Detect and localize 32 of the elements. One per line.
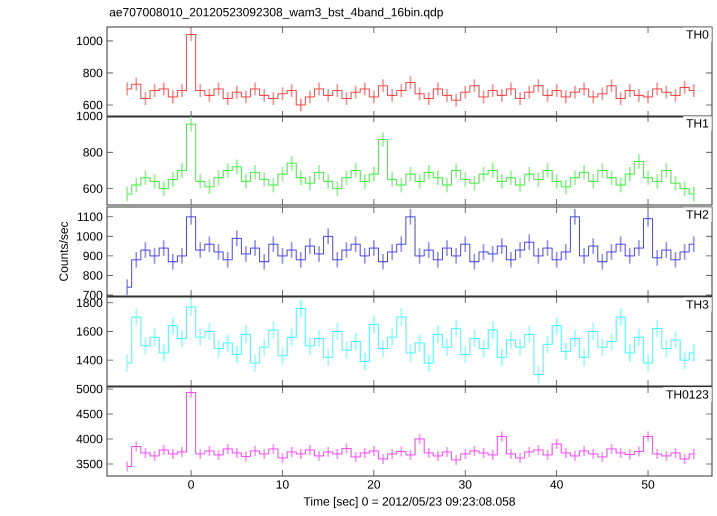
y-tick-label: 700 bbox=[83, 290, 102, 300]
y-tick-label: 5000 bbox=[76, 384, 102, 394]
y-tick-label: 4500 bbox=[76, 410, 102, 418]
x-tick-label: 10 bbox=[276, 480, 289, 489]
y-tick-label: 1000 bbox=[77, 112, 102, 120]
text: TH2 bbox=[686, 210, 708, 219]
x-tick-label: 0 bbox=[188, 480, 194, 489]
y-tick-label: 1000 bbox=[77, 36, 102, 46]
y-tick-label: 1600 bbox=[77, 327, 102, 336]
text: TH0123 bbox=[666, 390, 708, 399]
y-tick-label: 800 bbox=[83, 148, 102, 157]
y-tick-label: 3500 bbox=[76, 460, 102, 468]
x-axis-title: Time [sec] 0 = 2012/05/23 09:23:08.058 bbox=[304, 496, 515, 508]
y-tick-label: 4000 bbox=[76, 434, 102, 444]
y-tick-label: 1000 bbox=[77, 232, 102, 241]
text: TH1 bbox=[686, 119, 708, 128]
x-tick-label: 30 bbox=[459, 480, 472, 489]
y-tick-label: 600 bbox=[83, 100, 102, 110]
y-tick-label: 1400 bbox=[77, 356, 102, 364]
y-tick-label: 800 bbox=[83, 271, 102, 280]
chart-title: ae707008010_20120523092308_wam3_bst_4band_16bin.qdp bbox=[110, 8, 443, 19]
y-tick-label: 600 bbox=[83, 184, 102, 193]
y-tick-label: 1100 bbox=[78, 212, 102, 222]
y-axis-title: Counts/sec bbox=[59, 222, 68, 281]
x-tick-label: 40 bbox=[550, 480, 563, 489]
y-tick-label: 900 bbox=[83, 252, 102, 260]
y-tick-label: 800 bbox=[83, 68, 102, 78]
y-tick-label: 1800 bbox=[77, 298, 102, 307]
text: TH0 bbox=[686, 30, 708, 39]
x-tick-label: 50 bbox=[642, 480, 654, 489]
x-tick-label: 20 bbox=[368, 480, 380, 489]
text: TH3 bbox=[686, 300, 708, 309]
